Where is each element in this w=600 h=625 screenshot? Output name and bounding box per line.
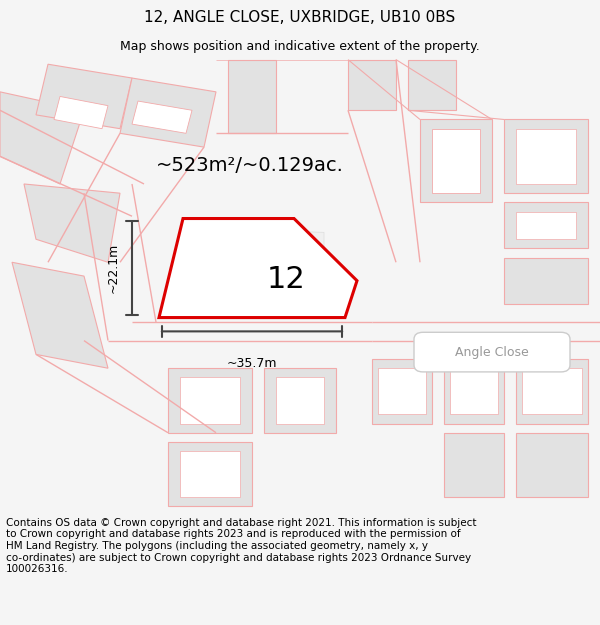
Polygon shape — [180, 378, 240, 424]
Polygon shape — [132, 101, 192, 133]
Polygon shape — [0, 92, 84, 184]
Polygon shape — [516, 129, 576, 184]
Polygon shape — [348, 59, 396, 110]
Text: Map shows position and indicative extent of the property.: Map shows position and indicative extent… — [120, 39, 480, 52]
Polygon shape — [516, 432, 588, 498]
Polygon shape — [54, 96, 108, 129]
Polygon shape — [504, 119, 588, 193]
Polygon shape — [432, 129, 480, 193]
Polygon shape — [246, 230, 324, 264]
Polygon shape — [12, 262, 108, 368]
Polygon shape — [180, 451, 240, 498]
Polygon shape — [159, 219, 357, 318]
Text: Contains OS data © Crown copyright and database right 2021. This information is : Contains OS data © Crown copyright and d… — [6, 518, 476, 574]
Polygon shape — [516, 359, 588, 424]
Polygon shape — [522, 368, 582, 414]
Polygon shape — [378, 368, 426, 414]
Text: ~35.7m: ~35.7m — [227, 357, 277, 370]
Polygon shape — [36, 64, 132, 129]
Polygon shape — [516, 212, 576, 239]
Text: Angle Close: Angle Close — [455, 346, 529, 359]
Polygon shape — [276, 378, 324, 424]
Polygon shape — [420, 119, 492, 202]
Text: 12: 12 — [266, 265, 305, 294]
Polygon shape — [408, 59, 456, 110]
Polygon shape — [264, 368, 336, 432]
Polygon shape — [504, 202, 588, 249]
Text: ~22.1m: ~22.1m — [107, 243, 120, 293]
Polygon shape — [168, 442, 252, 506]
Polygon shape — [444, 432, 504, 498]
Polygon shape — [504, 258, 588, 304]
Polygon shape — [186, 230, 225, 253]
FancyBboxPatch shape — [414, 332, 570, 372]
Polygon shape — [24, 184, 120, 262]
Polygon shape — [444, 359, 504, 424]
Polygon shape — [228, 59, 276, 133]
Text: ~523m²/~0.129ac.: ~523m²/~0.129ac. — [156, 156, 344, 175]
Polygon shape — [168, 368, 252, 432]
Polygon shape — [120, 78, 216, 147]
Polygon shape — [372, 359, 432, 424]
Polygon shape — [450, 368, 498, 414]
Text: 12, ANGLE CLOSE, UXBRIDGE, UB10 0BS: 12, ANGLE CLOSE, UXBRIDGE, UB10 0BS — [145, 10, 455, 25]
